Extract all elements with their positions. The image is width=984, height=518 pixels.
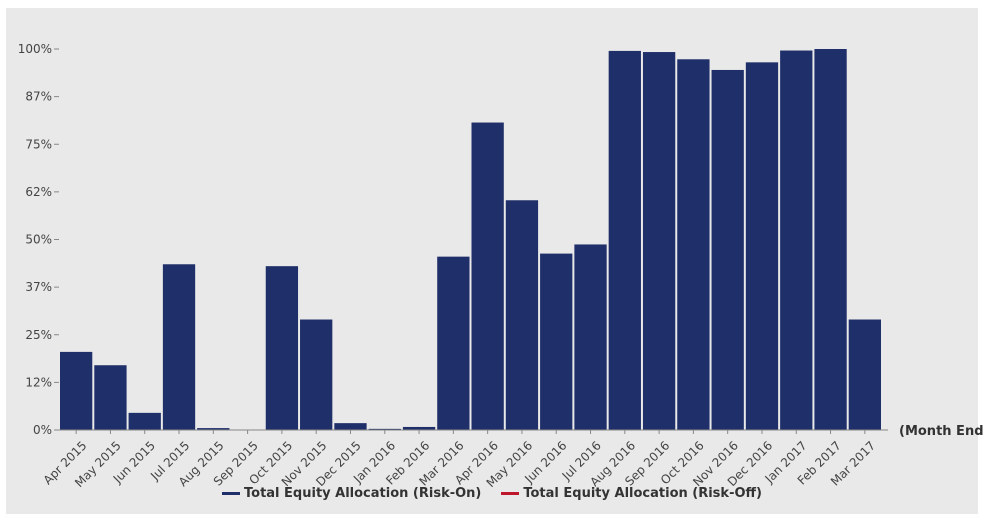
bar (94, 365, 127, 430)
y-tick-label: 87% (25, 90, 52, 104)
legend-label: Total Equity Allocation (Risk-On) (244, 486, 482, 501)
bar (574, 244, 607, 430)
y-tick-label: 100% (18, 42, 52, 56)
bar (197, 428, 230, 430)
y-tick-label: 75% (25, 137, 52, 151)
legend-item[interactable]: Total Equity Allocation (Risk-On) (222, 486, 481, 501)
bar (814, 49, 847, 430)
bar (334, 423, 367, 430)
x-axis-unit-label: (Month End) (899, 424, 984, 439)
y-tick-label: 12% (25, 375, 52, 389)
y-tick-label: 62% (25, 185, 52, 199)
legend-item[interactable]: Total Equity Allocation (Risk-Off) (501, 486, 762, 501)
bar (677, 59, 710, 431)
bar (848, 319, 881, 430)
bar (642, 52, 676, 430)
bar (402, 426, 436, 430)
legend-swatch (222, 492, 240, 495)
bar (505, 200, 539, 430)
bar (265, 266, 299, 430)
bar (128, 412, 161, 430)
legend-swatch (501, 492, 520, 495)
bar (60, 351, 93, 430)
y-tick-label: 25% (25, 328, 52, 342)
bar (368, 428, 401, 430)
legend-label: Total Equity Allocation (Risk-Off) (523, 486, 762, 501)
bar (608, 50, 641, 430)
bar (711, 69, 744, 430)
y-tick-label: 50% (25, 233, 52, 247)
bar (780, 50, 813, 431)
legend: Total Equity Allocation (Risk-On) Total E… (0, 484, 984, 501)
bar (540, 253, 573, 430)
bar (162, 264, 196, 430)
bar (300, 319, 333, 430)
bar (471, 122, 504, 431)
bar (745, 62, 779, 431)
y-tick-label: 0% (33, 423, 52, 437)
y-tick-label: 37% (25, 280, 52, 294)
bar (437, 256, 470, 430)
